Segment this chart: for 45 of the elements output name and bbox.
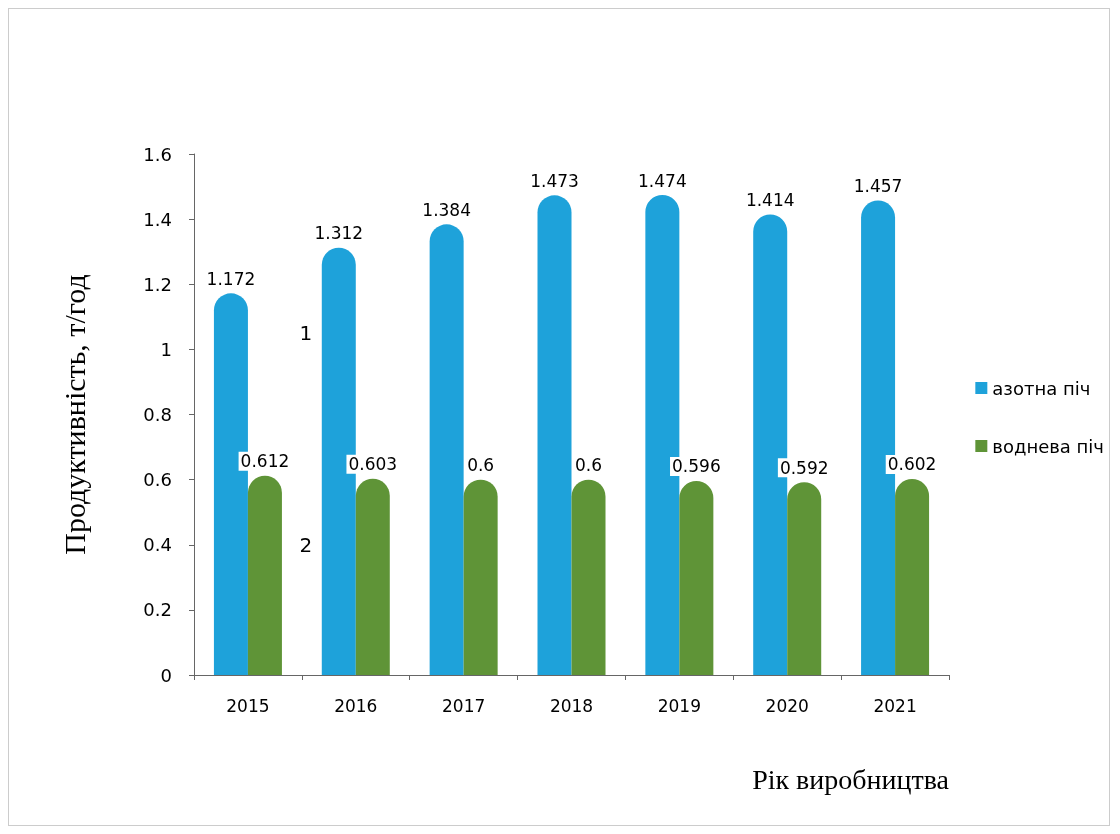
bar [895,478,930,675]
y-tick-label: 0.6 [143,469,172,491]
x-tick-label: 2019 [657,695,701,716]
bar [571,479,606,675]
x-tick-label: 2017 [442,695,486,716]
bar [679,480,714,675]
y-tick-label: 1.2 [143,273,172,295]
y-tick-label: 0.2 [143,599,172,621]
y-tick-label: 1.6 [143,143,172,165]
x-axis-title: Рік виробництва [752,763,950,795]
data-label: 1.457 [853,176,903,197]
x-tick-label: 2015 [226,695,270,716]
legend-label: воднева піч [992,435,1105,457]
y-axis-title: Продуктивність, т/год [57,274,91,555]
data-label: 0.6 [467,455,495,476]
y-tick-label: 0.8 [143,404,172,425]
y-tick-label: 1 [160,338,172,360]
annotation: 1 [299,321,313,346]
data-label: 1.172 [206,268,256,289]
y-tick-label: 1.4 [143,208,172,230]
data-label: 0.602 [887,454,937,475]
legend-label: азотна піч [992,377,1091,399]
y-tick-label: 0.4 [143,534,172,556]
y-tick-label: 0 [160,664,172,686]
bar [355,478,390,675]
data-label: 1.474 [638,170,687,191]
bar [247,475,282,675]
data-label: 0.603 [348,454,398,475]
data-label: 1.414 [745,190,795,211]
x-tick-label: 2016 [334,695,378,716]
data-label: 0.612 [240,451,290,472]
x-tick-label: 2020 [765,695,809,716]
data-label: 1.312 [314,223,364,244]
bar [537,195,572,675]
x-tick-label: 2018 [549,695,594,716]
bar [787,482,822,675]
data-label: 1.473 [530,170,579,191]
annotation: 2 [299,532,313,557]
data-label: 1.384 [422,199,471,220]
data-label: 0.592 [779,457,829,478]
bar [463,479,498,675]
data-label: 0.596 [672,456,721,477]
data-label: 0.6 [574,455,603,476]
bar [429,224,464,675]
x-tick-label: 2021 [873,695,917,716]
